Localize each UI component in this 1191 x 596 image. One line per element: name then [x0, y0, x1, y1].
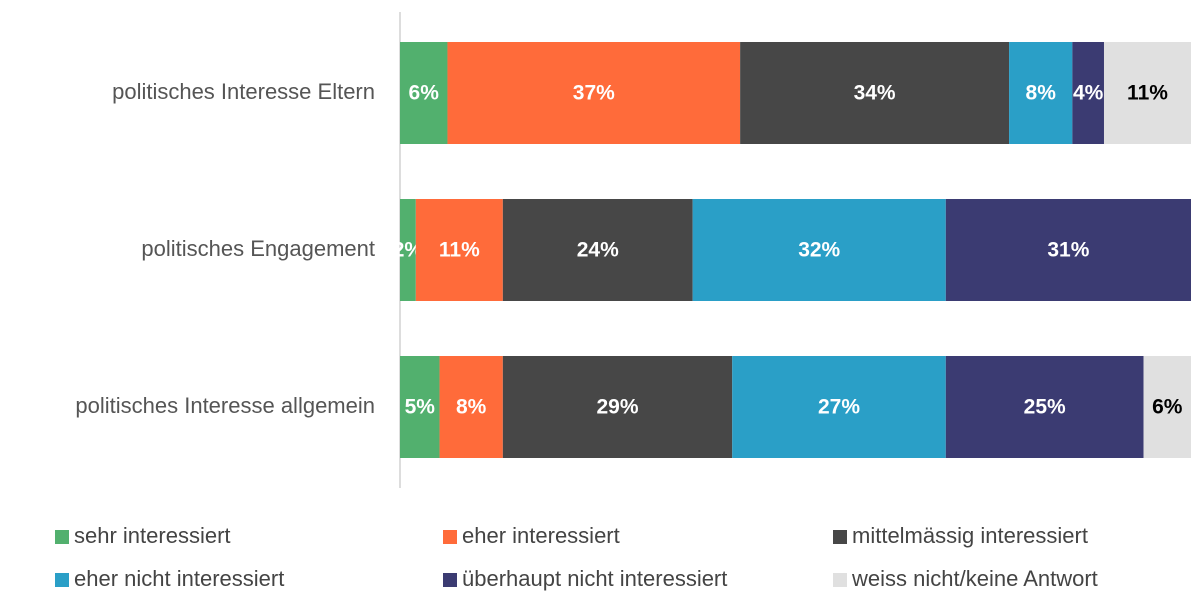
- data-label: 8%: [456, 396, 487, 419]
- data-label: 34%: [854, 82, 896, 105]
- bar-segment: [400, 42, 448, 144]
- data-label: 37%: [573, 82, 615, 105]
- bar-segment: [502, 356, 733, 458]
- data-label: 11%: [439, 239, 480, 262]
- data-label: 6%: [409, 82, 440, 105]
- category-label: politisches Interesse allgemein: [75, 393, 375, 418]
- bar-segment: [1009, 42, 1073, 144]
- legend-label: eher interessiert: [462, 523, 620, 548]
- data-label: 8%: [1026, 82, 1057, 105]
- bar-segment: [400, 199, 416, 301]
- bar-segment: [740, 42, 1010, 144]
- bar-segment: [945, 199, 1191, 301]
- bar-segment: [692, 199, 946, 301]
- legend-label: sehr interessiert: [74, 523, 231, 548]
- bar-segment: [447, 42, 741, 144]
- legend-swatch: [55, 573, 69, 587]
- bar-segment: [439, 356, 503, 458]
- legend-swatch: [55, 530, 69, 544]
- category-label: politisches Engagement: [141, 236, 375, 261]
- legend-swatch: [833, 530, 847, 544]
- data-label: 2%: [393, 239, 424, 262]
- data-label: 6%: [1152, 396, 1183, 419]
- bar-segment: [415, 199, 503, 301]
- legend-label: weiss nicht/keine Antwort: [851, 566, 1098, 591]
- data-label: 11%: [1127, 82, 1168, 105]
- bar-segment: [1103, 42, 1191, 144]
- legend-label: eher nicht interessiert: [74, 566, 284, 591]
- legend-label: überhaupt nicht interessiert: [462, 566, 727, 591]
- data-label: 32%: [798, 239, 840, 262]
- data-label: 24%: [577, 239, 619, 262]
- data-label: 25%: [1024, 396, 1066, 419]
- bar-segment: [945, 356, 1144, 458]
- bar-segment: [732, 356, 946, 458]
- bar-segment: [1143, 356, 1191, 458]
- legend-swatch: [833, 573, 847, 587]
- data-label: 4%: [1073, 82, 1104, 105]
- data-label: 5%: [405, 396, 436, 419]
- bar-segment: [400, 356, 440, 458]
- bar-segment: [502, 199, 693, 301]
- data-label: 31%: [1047, 239, 1089, 262]
- bar-segment: [1072, 42, 1104, 144]
- legend-swatch: [443, 530, 457, 544]
- legend-label: mittelmässig interessiert: [852, 523, 1088, 548]
- data-label: 27%: [818, 396, 860, 419]
- category-label: politisches Interesse Eltern: [112, 79, 375, 104]
- legend-swatch: [443, 573, 457, 587]
- data-label: 29%: [597, 396, 639, 419]
